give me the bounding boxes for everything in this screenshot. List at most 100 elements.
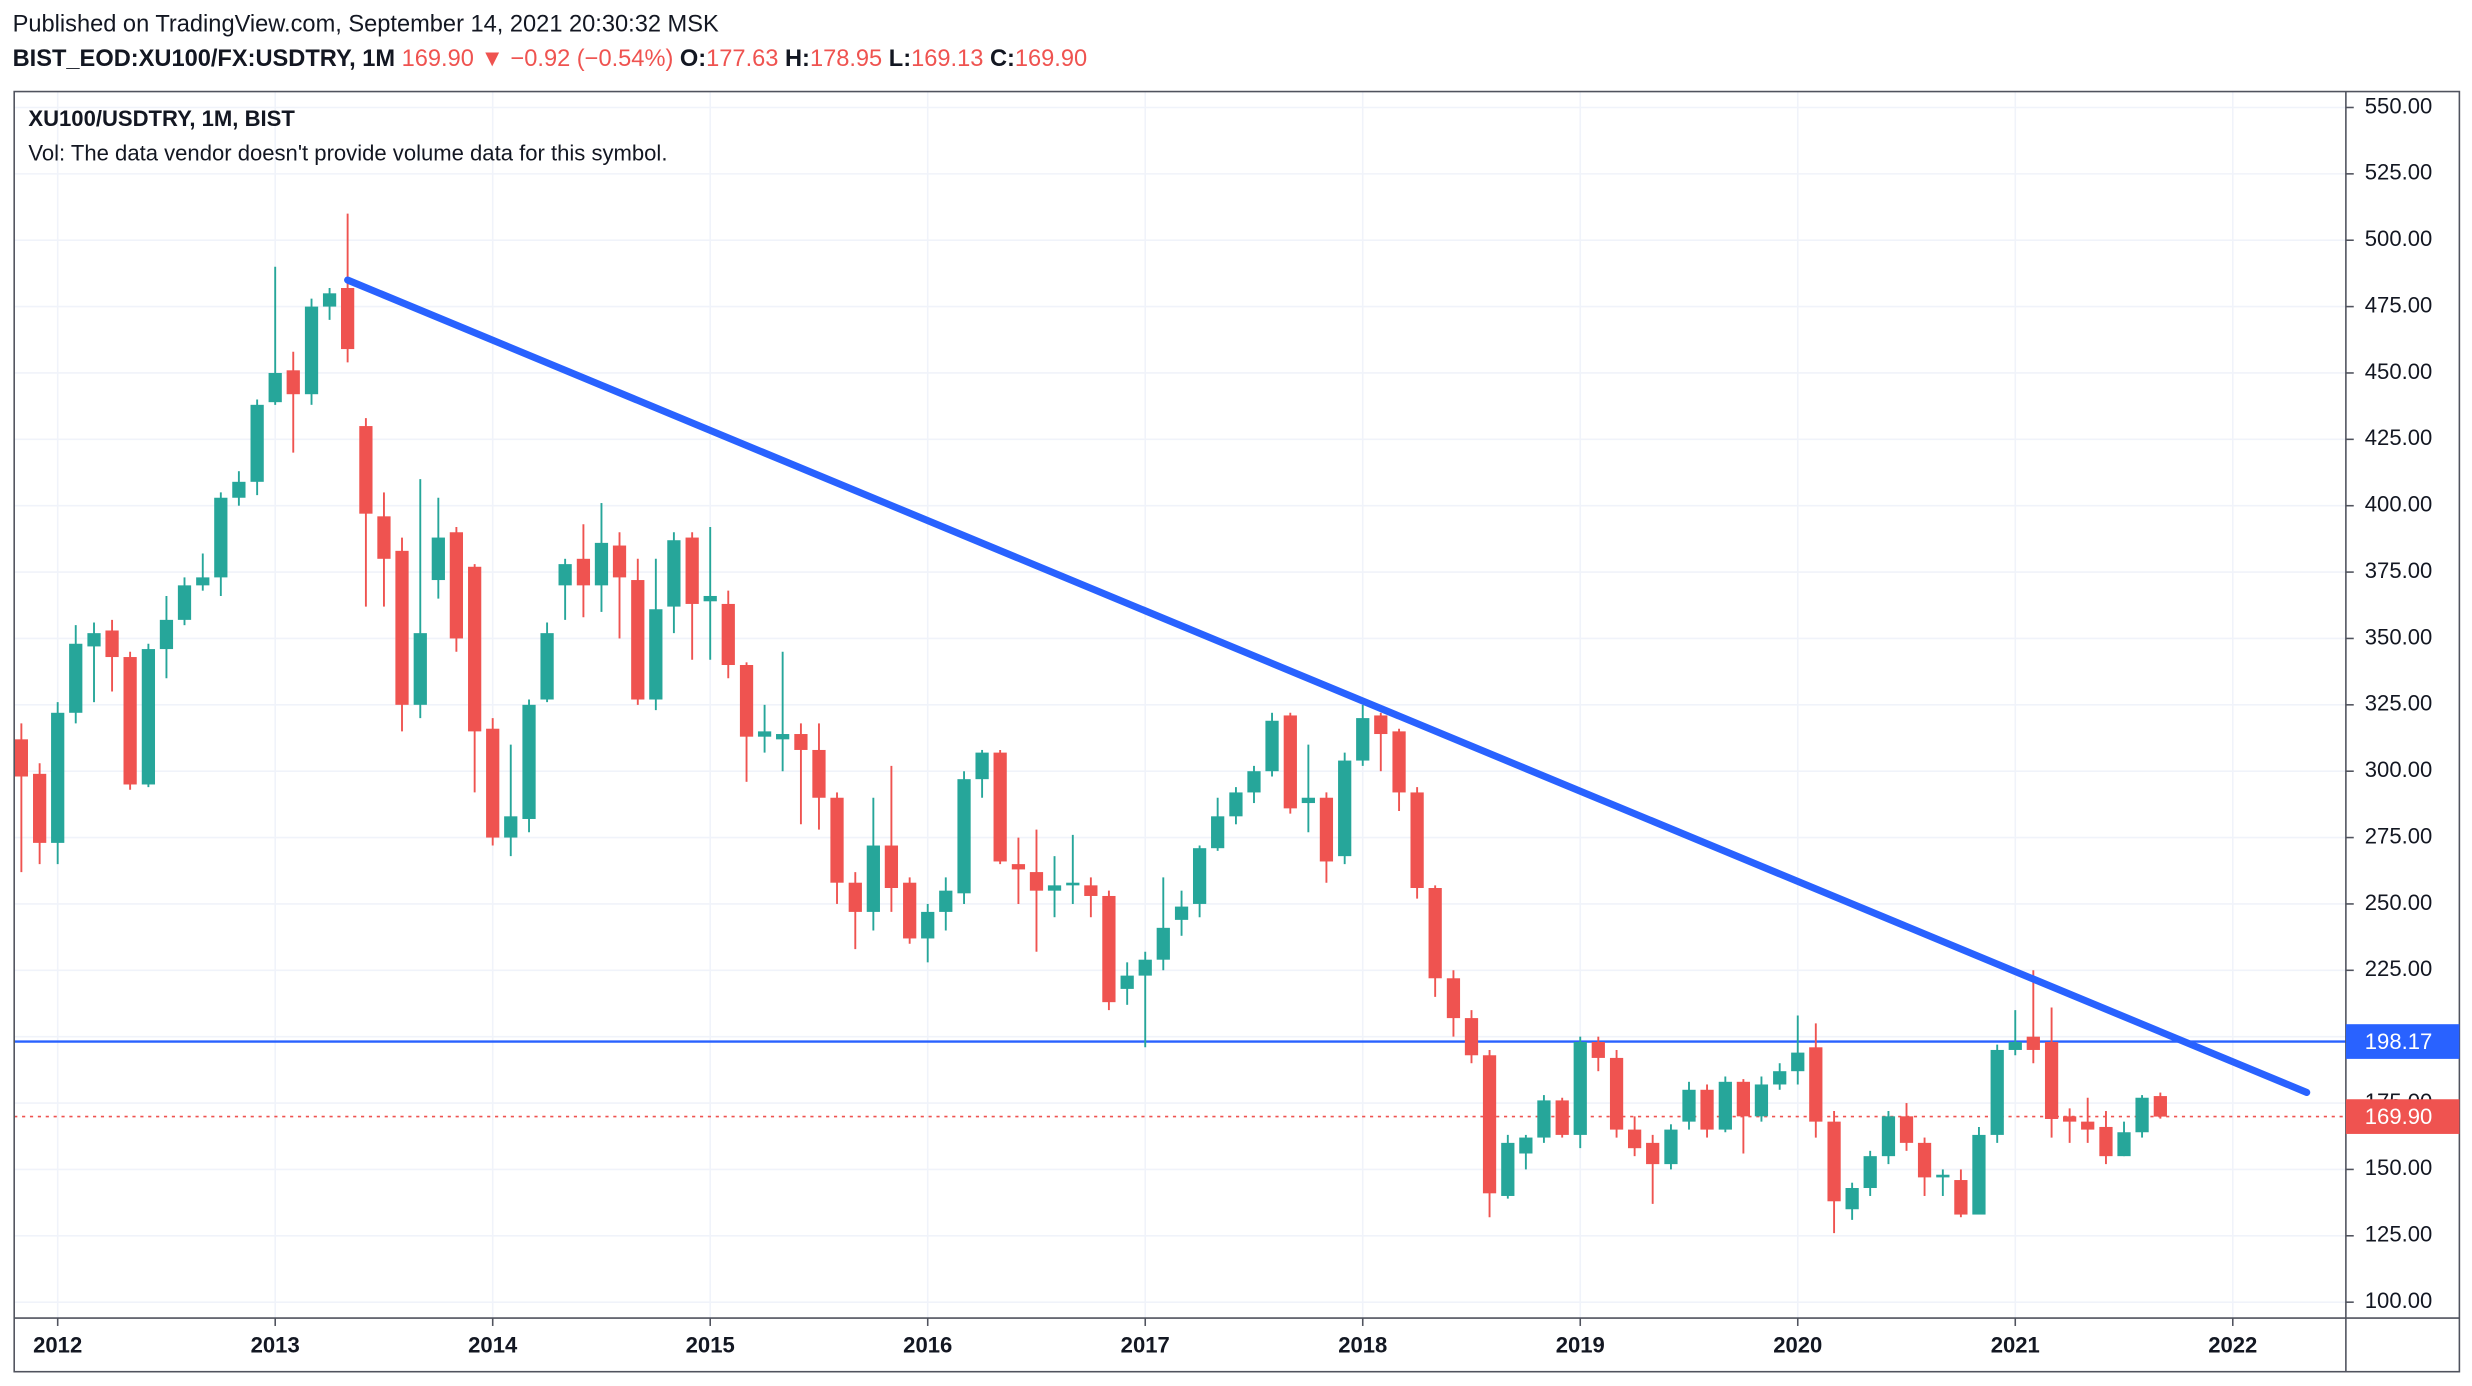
candle-body — [1736, 1081, 1751, 1117]
candle-body — [1936, 1174, 1950, 1178]
candle-body — [159, 619, 174, 650]
candle-body — [177, 585, 192, 620]
candle-body — [2099, 1126, 2113, 1157]
legend-note: Vol: The data vendor doesn't provide vol… — [28, 140, 667, 165]
y-tick-label: 250.00 — [2365, 890, 2432, 915]
candle-body — [612, 545, 627, 578]
y-tick-label: 525.00 — [2365, 160, 2432, 185]
candle-body — [250, 404, 264, 482]
hline-tag-label: 198.17 — [2365, 1029, 2432, 1054]
last-price-tag — [2345, 1099, 2460, 1134]
candle-body — [1773, 1071, 1787, 1085]
y-tick-label: 125.00 — [2365, 1222, 2432, 1247]
candle-body — [504, 816, 518, 838]
x-tick-label: 2018 — [1338, 1332, 1387, 1357]
axis-labels: 100.00125.00150.00175.00200.00225.00250.… — [33, 93, 2460, 1357]
candle-body — [1374, 715, 1388, 735]
candle-body — [449, 532, 464, 639]
candle-body — [703, 595, 717, 602]
candle-body — [304, 306, 319, 395]
candle-body — [196, 577, 210, 586]
candle-body — [1029, 872, 1044, 891]
candle-body — [794, 734, 808, 750]
candle-body — [395, 550, 409, 705]
y-tick-label: 275.00 — [2365, 823, 2432, 848]
candle-body — [921, 911, 935, 939]
x-tick-label: 2013 — [251, 1332, 300, 1357]
x-tick-label: 2021 — [1991, 1332, 2040, 1357]
x-tick-label: 2022 — [2208, 1332, 2257, 1357]
x-tick-label: 2016 — [903, 1332, 952, 1357]
candle-body — [1392, 731, 1406, 793]
candle-body — [468, 566, 482, 732]
candle-body — [1863, 1156, 1877, 1189]
y-tick-label: 400.00 — [2365, 492, 2432, 517]
candle-body — [1120, 975, 1134, 989]
candle-body — [1011, 864, 1026, 870]
y-tick-label: 500.00 — [2365, 226, 2432, 251]
h-value: 178.95 — [810, 46, 882, 72]
candle-body — [1881, 1116, 1896, 1157]
candle-body — [540, 633, 554, 700]
candle-body — [1555, 1100, 1569, 1135]
candle-body — [685, 537, 699, 604]
candle-body — [69, 643, 83, 713]
candle-body — [1301, 797, 1315, 804]
candle-body — [1265, 720, 1279, 772]
candle-body — [1138, 959, 1152, 976]
candle-body — [1192, 848, 1207, 904]
candle-body — [1827, 1121, 1841, 1202]
candle-body — [1646, 1142, 1660, 1165]
candle-body — [993, 752, 1007, 862]
x-tick-label: 2020 — [1773, 1332, 1822, 1357]
y-tick-label: 375.00 — [2365, 558, 2432, 583]
trend-line — [344, 276, 2311, 1096]
l-value: 169.13 — [911, 46, 983, 72]
candle-body — [739, 665, 754, 737]
candle-body — [1990, 1049, 2004, 1135]
candle-body — [359, 426, 373, 514]
candle-body — [1211, 816, 1225, 849]
candle-body — [87, 633, 101, 647]
hline-tag — [2345, 1024, 2460, 1059]
candle-body — [1972, 1134, 1986, 1215]
c-value: 169.90 — [1015, 46, 1087, 72]
candle-body — [957, 779, 971, 894]
y-tick-label: 150.00 — [2365, 1155, 2432, 1180]
candle-body — [1102, 895, 1116, 1003]
o-value: 177.63 — [706, 46, 778, 72]
candle-body — [322, 293, 337, 307]
candle-body — [105, 630, 119, 658]
candle-body — [1428, 888, 1442, 979]
y-tick-label: 100.00 — [2365, 1288, 2432, 1313]
frame — [13, 90, 2461, 1373]
candle-body — [522, 704, 536, 819]
candle-body — [1410, 792, 1424, 889]
last-price-tag-label: 169.90 — [2365, 1104, 2432, 1129]
candle-body — [1899, 1116, 1914, 1143]
candle-body — [1283, 715, 1297, 809]
candle-body — [431, 537, 445, 581]
candle-body — [848, 882, 862, 912]
candle-body — [1954, 1180, 1968, 1215]
candle-body — [141, 649, 156, 785]
candle-body — [757, 731, 772, 737]
candle-body — [1700, 1089, 1714, 1130]
x-tick-label: 2015 — [686, 1332, 735, 1357]
candle-body — [51, 712, 65, 843]
symbol: BIST_EOD:XU100/FX:USDTRY, 1M — [13, 46, 395, 72]
candle-body — [1247, 771, 1261, 793]
candle-body — [2026, 1036, 2040, 1050]
candle-body — [1791, 1052, 1805, 1072]
y-tick-label: 300.00 — [2365, 757, 2432, 782]
candle-body — [1464, 1018, 1479, 1056]
candle-body — [1156, 927, 1170, 960]
y-tick-label: 550.00 — [2365, 93, 2432, 118]
y-tick-label: 450.00 — [2365, 359, 2432, 384]
candle-body — [2044, 1041, 2059, 1119]
y-tick-label: 425.00 — [2365, 425, 2432, 450]
candle-body — [2153, 1096, 2167, 1117]
l-label: L: — [889, 46, 911, 72]
o-label: O: — [680, 46, 706, 72]
